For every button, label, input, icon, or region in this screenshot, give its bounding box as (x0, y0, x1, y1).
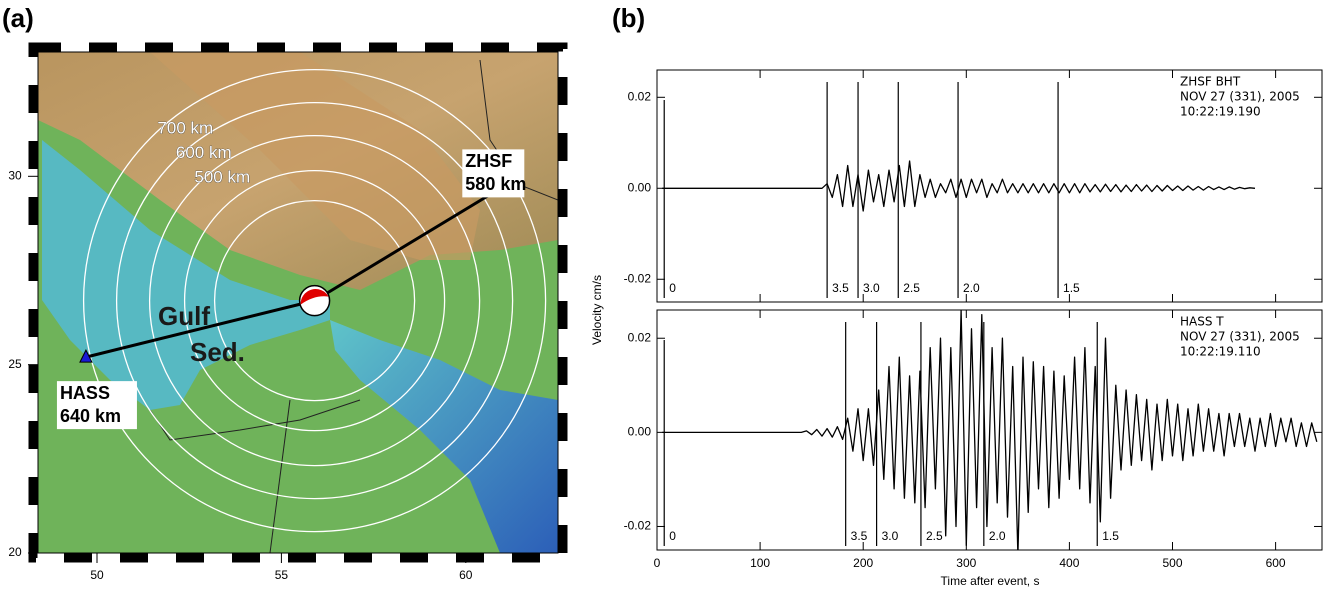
marker-label: 0 (669, 529, 676, 543)
marker-label: 3.0 (882, 529, 899, 543)
seismogram (662, 310, 1318, 550)
marker-label: 2.0 (989, 529, 1006, 543)
marker-label: 1.5 (1063, 281, 1080, 295)
sea (330, 320, 558, 553)
marker-label: 1.5 (1102, 529, 1119, 543)
marker-label: 3.0 (863, 281, 880, 295)
trace-header: ZHSF BHT (1180, 75, 1241, 89)
x-tick-label: 50 (90, 568, 104, 582)
trace-header: HASS T (1180, 315, 1224, 329)
y-axis-label: Velocity cm/s (590, 275, 604, 345)
x-tick-label: 60 (459, 568, 473, 582)
panel-label: (b) (612, 3, 645, 33)
path-line (313, 190, 497, 302)
seismogram (662, 160, 1256, 212)
x-tick-label: 300 (956, 556, 976, 570)
distance-ring (115, 101, 514, 500)
trace-header: 10:22:19.190 (1180, 105, 1261, 119)
x-tick-label: 100 (750, 556, 770, 570)
marker-label: 2.5 (926, 529, 943, 543)
marker-label: 2.5 (903, 281, 920, 295)
panel-frame (656, 69, 1323, 303)
distance-ring (213, 199, 416, 402)
x-tick-label: 0 (654, 556, 661, 570)
trace-header: NOV 27 (331), 2005 (1180, 330, 1300, 344)
region-label: Gulf (158, 301, 210, 331)
gulf (42, 140, 330, 410)
panel-label: (a) (2, 3, 34, 33)
distance-ring (183, 169, 446, 432)
trace-header: NOV 27 (331), 2005 (1180, 90, 1300, 104)
border (149, 399, 361, 441)
x-tick-label: 55 (275, 568, 289, 582)
station-distance: 580 km (465, 174, 526, 194)
y-tick-label: 20 (8, 545, 22, 559)
x-axis-label: Time after event, s (941, 574, 1040, 588)
marker-label: 3.5 (832, 281, 849, 295)
y-tick-label: 25 (8, 357, 22, 371)
y-tick-label: -0.02 (624, 519, 652, 533)
y-tick-label: -0.02 (624, 271, 652, 285)
region-label: Sed. (190, 337, 245, 367)
marker-label: 0 (669, 281, 676, 295)
distance-ring (148, 134, 481, 467)
y-tick-label: 0.02 (628, 89, 652, 103)
station-box (56, 381, 137, 430)
station-marker (79, 349, 93, 363)
y-tick-label: 0.00 (628, 180, 652, 194)
ridges (150, 52, 480, 260)
x-tick-label: 400 (1059, 556, 1079, 570)
x-tick-label: 200 (853, 556, 873, 570)
x-tick-label: 600 (1266, 556, 1286, 570)
panel-frame (656, 309, 1323, 551)
map-border (28, 42, 568, 563)
station-box (462, 149, 525, 198)
map-frame (37, 51, 559, 554)
trace-group (662, 160, 1256, 212)
marker-label: 2.0 (963, 281, 980, 295)
station-distance: 640 km (60, 406, 121, 426)
ring-label: 600 km (176, 143, 232, 162)
trace-header: 10:22:19.110 (1180, 345, 1261, 359)
ring-label: 700 km (157, 119, 213, 138)
station-name: ZHSF (465, 151, 512, 171)
y-tick-label: 30 (8, 168, 22, 182)
beachball (300, 289, 329, 305)
path-line (85, 299, 315, 359)
y-tick-label: 0.02 (628, 330, 652, 344)
y-tick-label: 0.00 (628, 425, 652, 439)
station-name: HASS (60, 383, 110, 403)
ring-label: 500 km (194, 168, 250, 187)
distance-ring (82, 68, 547, 533)
x-tick-label: 500 (1162, 556, 1182, 570)
marker-label: 3.5 (851, 529, 868, 543)
trace-group (662, 310, 1318, 550)
map-panel (38, 52, 558, 553)
